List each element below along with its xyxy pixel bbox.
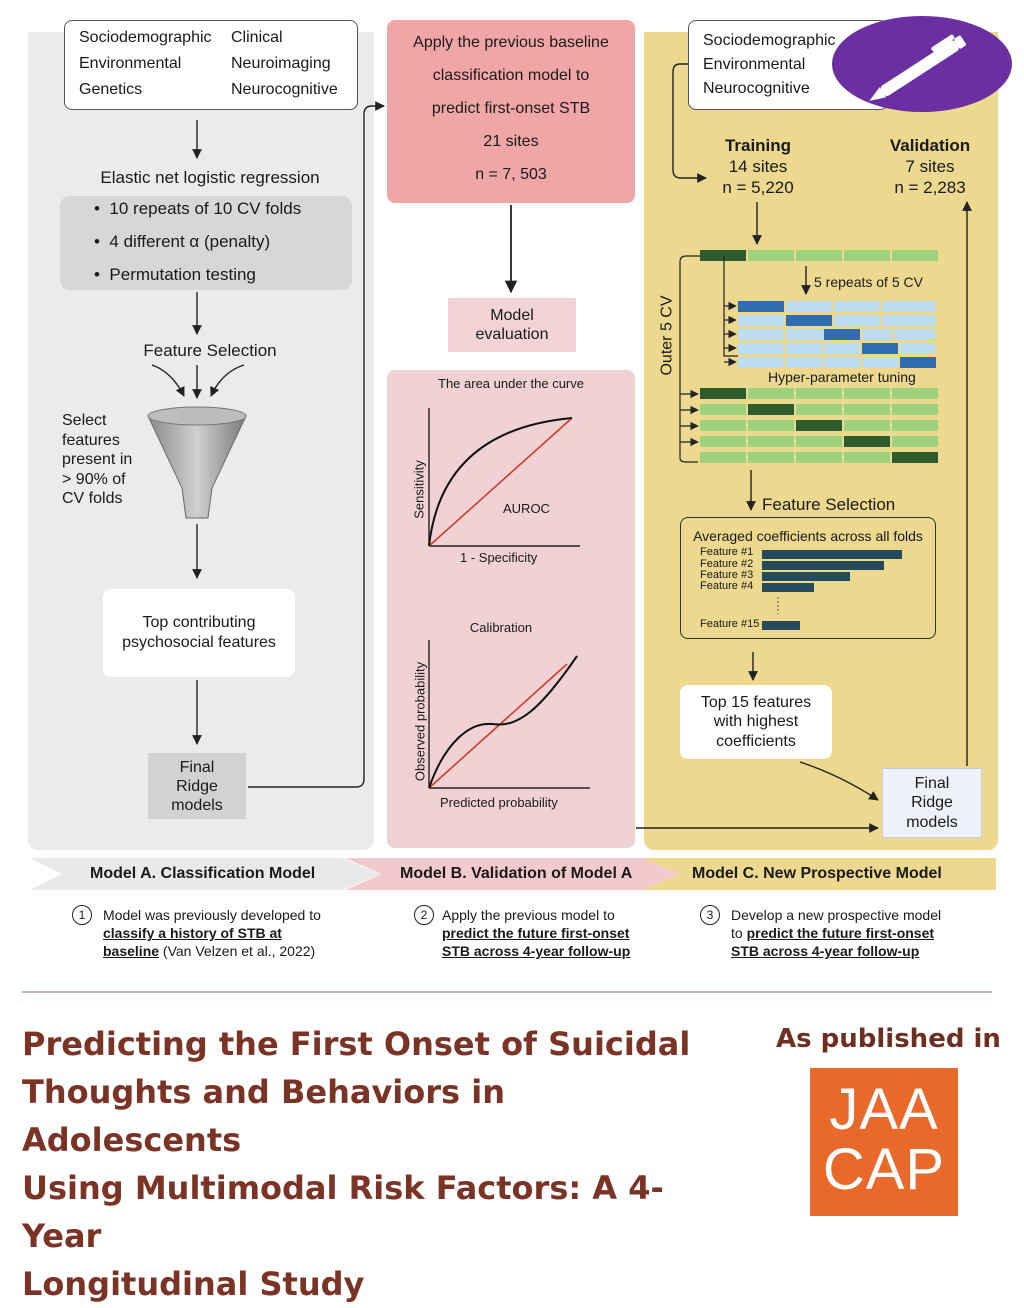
data-type: Genetics [79, 81, 143, 98]
diagram-graphics [22, 63, 996, 993]
funnel-icon [147, 406, 247, 519]
banner-chevron-c [642, 858, 996, 890]
validation-box: Validation 7 sites n = 2,283 [889, 135, 971, 197]
data-types-box-a: Sociodemographic Clinical Environmental … [64, 20, 358, 110]
published-in-label: As published in [776, 1024, 1001, 1054]
final-models-box-c: Final Ridge models [882, 768, 982, 838]
tuning-label: Hyper-parameter tuning [768, 369, 916, 385]
bullet-item: • Permutation testing [94, 265, 256, 284]
top15-box: Top 15 features with highest coefficient… [680, 685, 832, 759]
arrow [210, 364, 245, 397]
arrow [151, 364, 185, 397]
feature-label: Feature #3 [700, 569, 754, 581]
model-evaluation-box: Model evaluation [448, 298, 576, 352]
data-type: Neurocognitive [231, 81, 338, 98]
outer-bracket [679, 255, 700, 463]
apply-model-box: Apply the previous baseline classificati… [387, 20, 635, 203]
inner-cv-label: 5 repeats of 5 CV [814, 274, 923, 290]
calibration-curve [428, 655, 578, 789]
training-box: Training 14 sites n = 5,220 [722, 135, 794, 197]
feature-label: Feature #4 [700, 580, 754, 592]
outer-cv-grid [700, 388, 938, 463]
note-c: Develop a new prospective model to predi… [731, 907, 942, 959]
auc-xlabel: 1 - Specificity [460, 550, 538, 565]
bracket [723, 256, 738, 357]
data-type: Sociodemographic [79, 29, 212, 46]
note-a: Model was previously developed to classi… [103, 907, 321, 959]
jaacap-logo: JAA CAP [810, 1068, 958, 1216]
step-number: 3 [700, 905, 720, 925]
data-type: Environmental [79, 55, 182, 72]
arrow [799, 761, 879, 801]
data-type: Neuroimaging [231, 55, 331, 72]
final-models-box-a: Final Ridge models [148, 753, 246, 819]
banner-label-c: Model C. New Prospective Model [692, 865, 942, 882]
data-type: Clinical [231, 29, 283, 46]
coefficients-title: Averaged coefficients across all folds [693, 528, 923, 544]
coefficient-bars [762, 550, 902, 630]
step-number: 1 [72, 905, 92, 925]
paper-title: Predicting the First Onset of Suicidal T… [22, 1025, 691, 1303]
banner-label-a: Model A. Classification Model [90, 865, 316, 882]
banner-chevron-b [345, 858, 680, 890]
auc-plot [428, 408, 580, 547]
step-number: 2 [414, 905, 434, 925]
method-title: Elastic net logistic regression [100, 168, 320, 187]
calibration-xlabel: Predicted probability [440, 795, 558, 810]
auc-title: The area under the curve [438, 376, 584, 391]
roc-curve [428, 417, 573, 547]
banner-label-b: Model B. Validation of Model A [400, 865, 633, 882]
infographic: Sociodemographic Clinical Environmental … [22, 16, 1012, 1303]
note-b: Apply the previous model to predict the … [442, 907, 631, 959]
banner-chevron-a [30, 858, 382, 890]
chance-line [428, 417, 573, 547]
feature-label: Feature #2 [700, 558, 754, 570]
pen-icon [869, 34, 966, 101]
pen-badge [832, 16, 1012, 112]
inner-cv-grid [738, 301, 936, 368]
feature-selection-label-a: Feature Selection [143, 341, 277, 360]
method-box [60, 196, 352, 290]
select-features-note: Select features present in > 90% of CV f… [62, 412, 133, 507]
calibration-title: Calibration [469, 620, 533, 635]
arrow [672, 63, 707, 183]
bullet-item: • 4 different α (penalty) [94, 232, 271, 251]
feature-label: Feature #15 [700, 618, 760, 630]
connector-a-to-b [248, 101, 385, 788]
feature-selection-label-c: Feature Selection [762, 495, 896, 514]
outer-cv-row-0 [700, 250, 938, 261]
calibration-plot [428, 640, 590, 789]
coefficients-box [680, 517, 936, 639]
feature-label: Feature #1 [700, 546, 754, 558]
bullet-item: • 10 repeats of 10 CV folds [94, 199, 302, 218]
perfect-calibration-line [428, 663, 568, 789]
top-features-box-a: Top contributing psychosocial features [103, 589, 295, 677]
auroc-label: AUROC [503, 501, 550, 516]
